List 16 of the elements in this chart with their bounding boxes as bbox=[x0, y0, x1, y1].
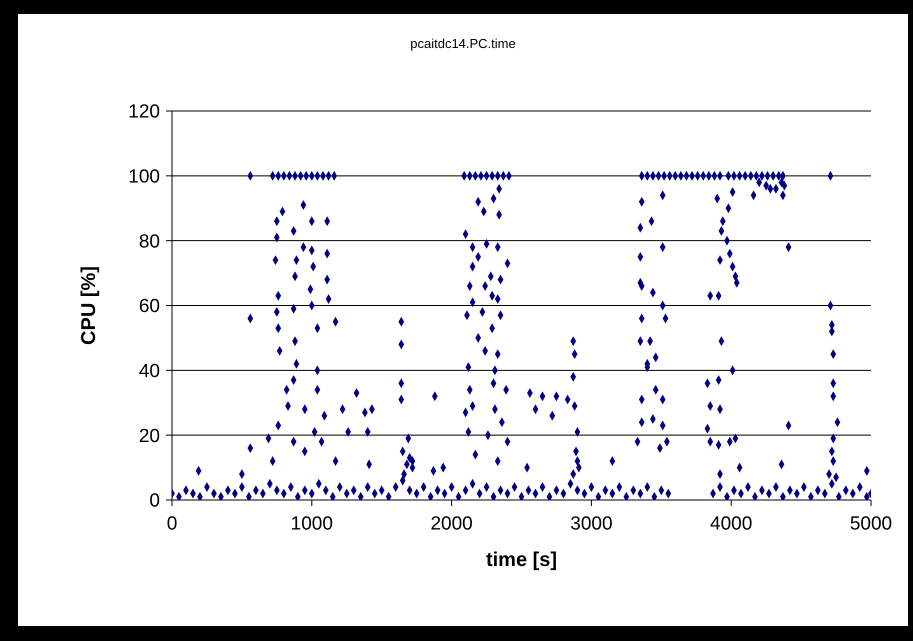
y-tick-label: 100 bbox=[128, 166, 160, 188]
x-tick-label: 4000 bbox=[710, 513, 752, 534]
y-tick-label: 20 bbox=[138, 426, 160, 447]
y-tick-label: 40 bbox=[138, 361, 160, 382]
x-tick-label: 0 bbox=[166, 513, 178, 534]
y-axis-title: CPU [%] bbox=[78, 266, 100, 345]
y-tick-label: 60 bbox=[138, 296, 160, 318]
x-tick-label: 5000 bbox=[850, 513, 892, 534]
x-tick-label: 1000 bbox=[290, 513, 333, 534]
chart-title: pcaitdc14.PC.time bbox=[409, 36, 517, 51]
x-tick-label: 3000 bbox=[570, 513, 613, 534]
y-tick-label: 0 bbox=[149, 490, 160, 512]
x-tick-label: 2000 bbox=[430, 513, 473, 534]
x-axis-title: time [s] bbox=[486, 549, 558, 571]
y-tick-label: 120 bbox=[128, 102, 160, 123]
y-tick-label: 80 bbox=[138, 231, 160, 252]
